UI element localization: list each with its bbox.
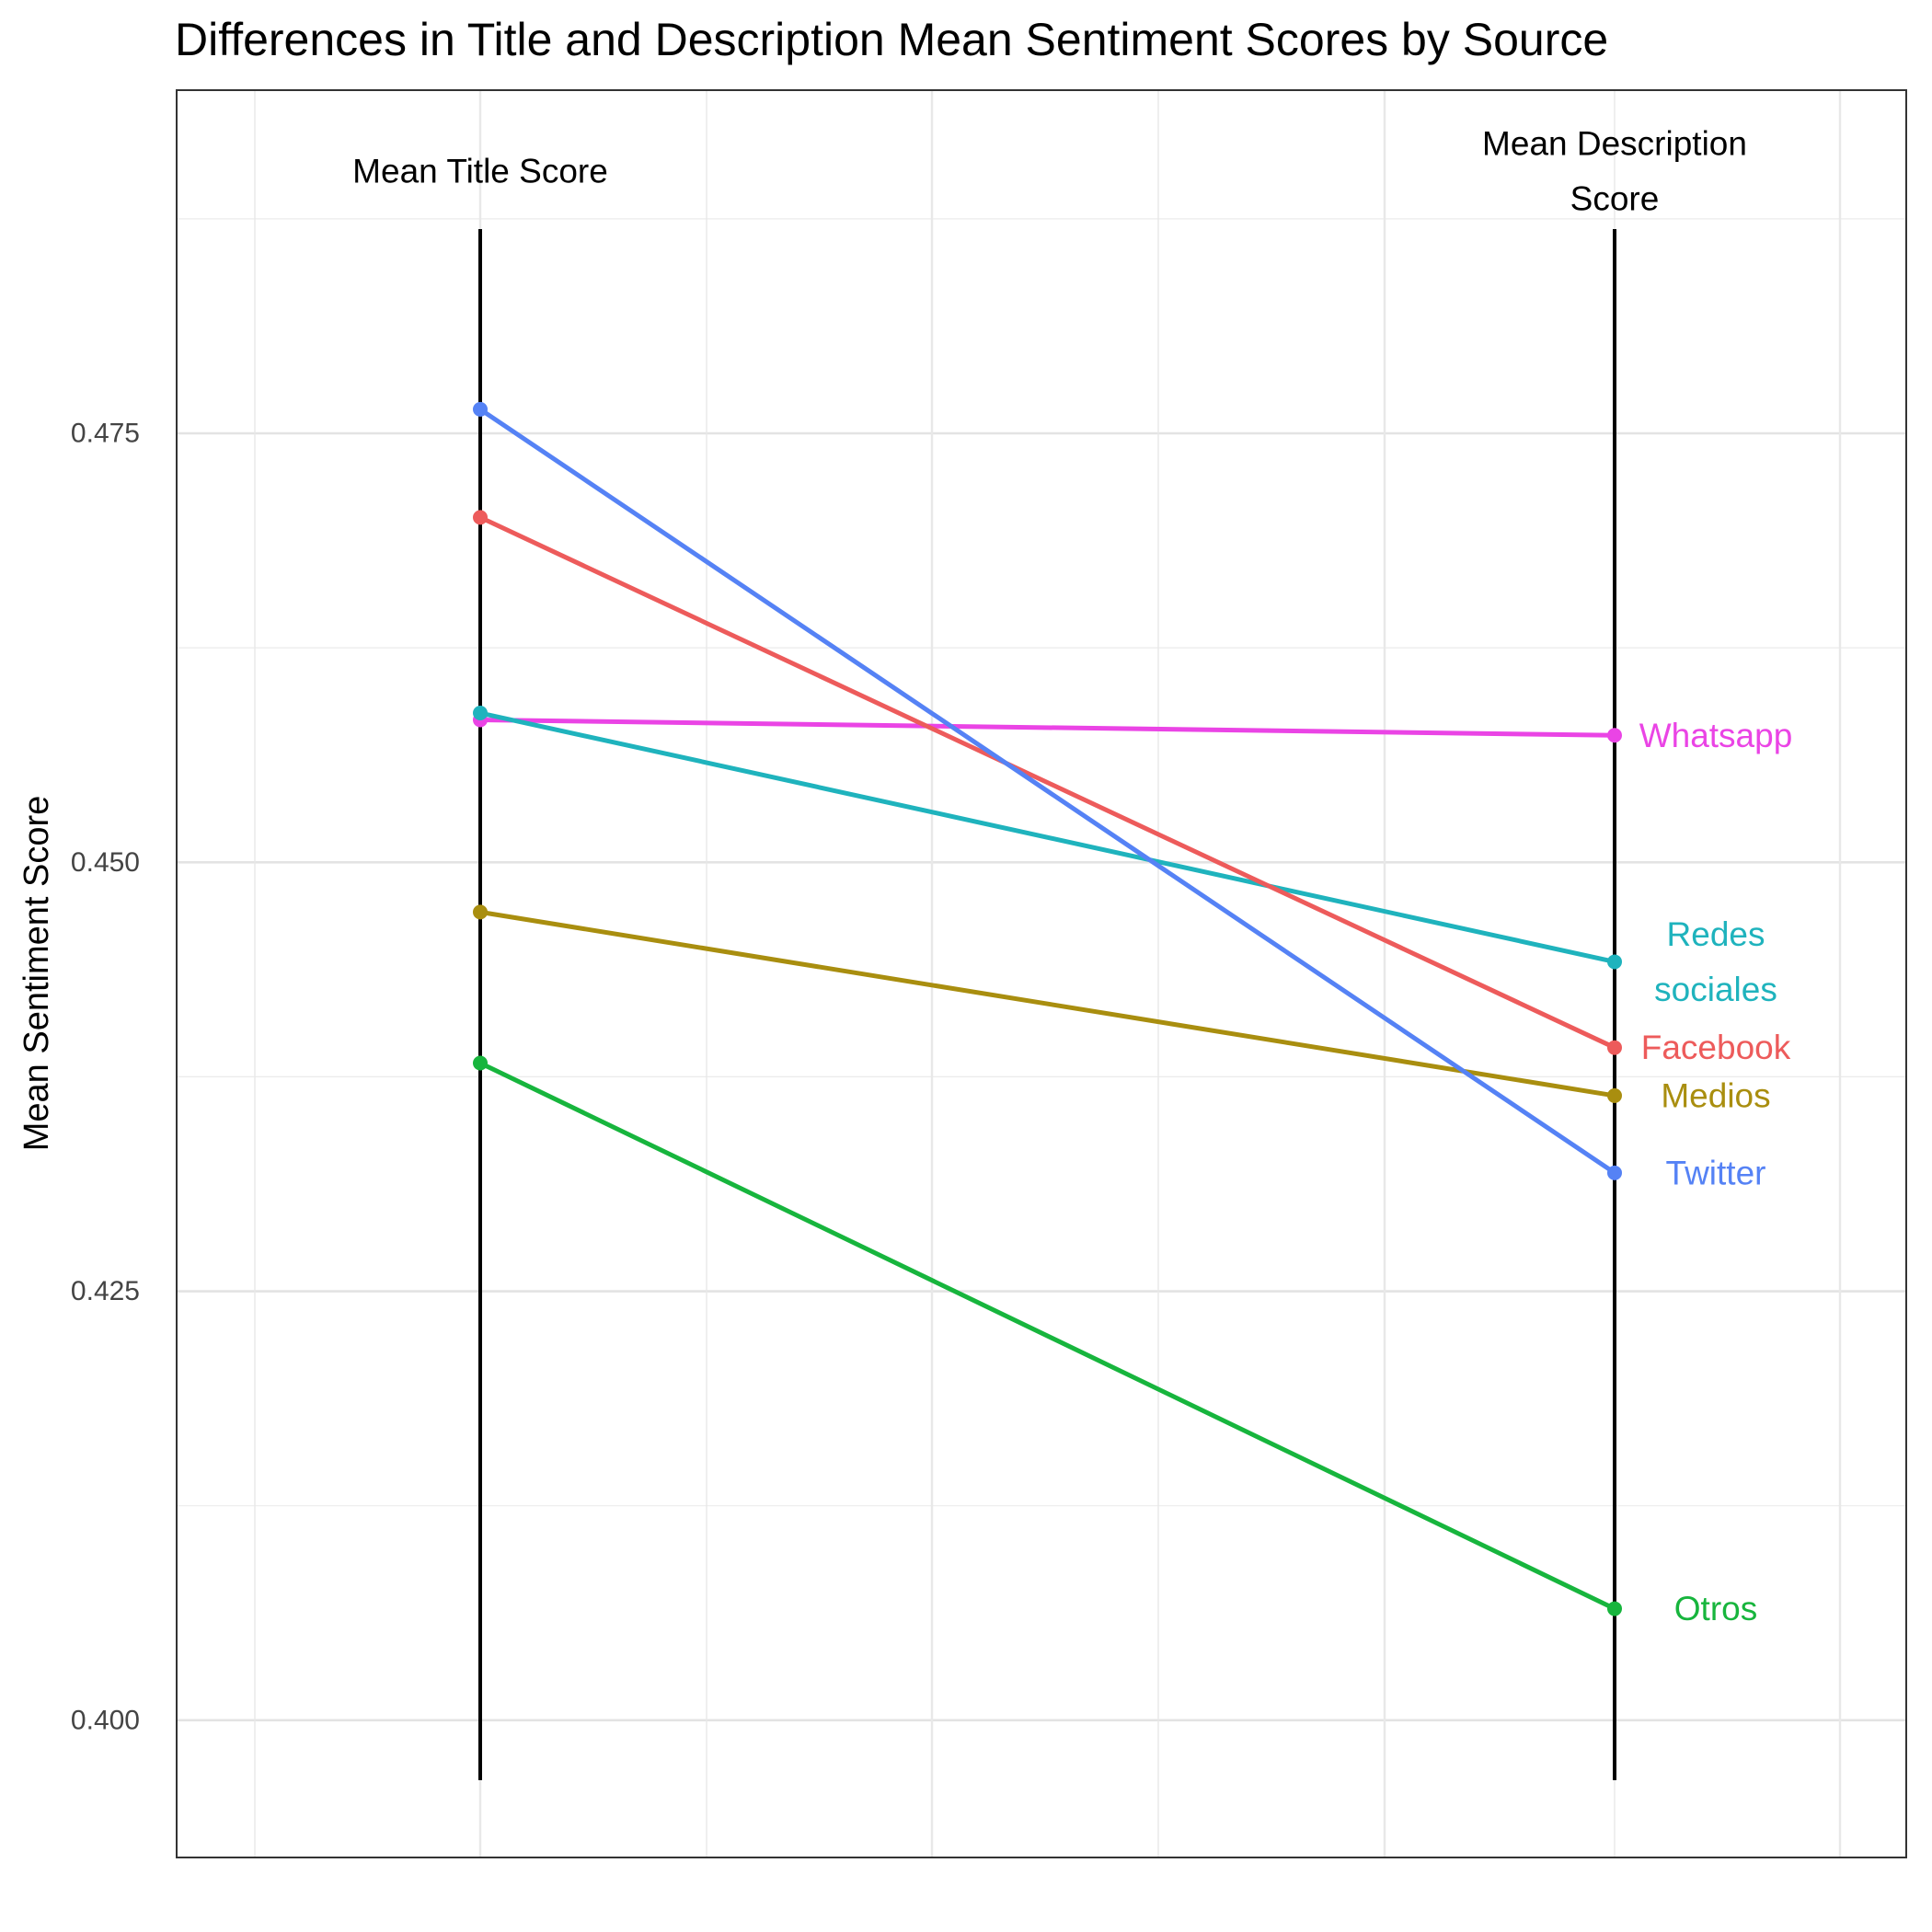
column-headers: Mean Title Score Mean Description Score (352, 125, 1747, 218)
series-label: Facebook (1641, 1029, 1791, 1066)
series-lines (473, 401, 1622, 1616)
column-header: Mean Title Score (352, 153, 608, 190)
plot-border (176, 89, 1907, 1858)
column-header: Mean Description (1482, 125, 1747, 163)
series-medios (473, 904, 1622, 1103)
series-line (477, 407, 1617, 1176)
y-tick-label: 0.400 (71, 1705, 140, 1735)
series-line (477, 514, 1617, 1051)
series-label: Medios (1661, 1076, 1770, 1114)
series-line (477, 710, 1617, 964)
data-point (473, 401, 488, 417)
series-labels: Whatsapp Redes sociales Facebook Medios Twitt… (1639, 717, 1793, 1627)
series-label: sociales (1654, 971, 1777, 1008)
chart-title: Differences in Title and Description Mea… (175, 14, 1608, 65)
series-facebook (473, 510, 1622, 1055)
y-tick-label: 0.475 (71, 419, 140, 449)
y-tick-label: 0.450 (71, 847, 140, 878)
series-line (477, 1060, 1617, 1612)
data-point (473, 706, 488, 721)
data-point (1607, 1601, 1622, 1616)
series-otros (473, 1055, 1622, 1616)
y-axis-label: Mean Sentiment Score (17, 796, 56, 1152)
data-point (1607, 728, 1622, 743)
y-tick-labels: 0.400 0.425 0.450 0.475 (71, 419, 140, 1736)
data-point (473, 904, 488, 920)
series-line (477, 717, 1617, 738)
column-header: Score (1570, 180, 1660, 218)
data-point (1607, 1040, 1622, 1055)
series-redes-sociales (473, 706, 1622, 970)
column-axes (478, 229, 1616, 1780)
series-label: Otros (1674, 1590, 1757, 1627)
data-point (473, 510, 488, 525)
data-point (1607, 1087, 1622, 1103)
y-tick-label: 0.425 (71, 1276, 140, 1306)
data-point (473, 1055, 488, 1071)
series-label: Whatsapp (1639, 717, 1793, 754)
series-label: Twitter (1666, 1154, 1766, 1191)
series-label: Redes (1667, 915, 1765, 953)
data-point (1607, 1165, 1622, 1180)
grid (177, 90, 1906, 1857)
series-line (477, 909, 1617, 1098)
series-twitter (473, 401, 1622, 1180)
data-point (1607, 954, 1622, 970)
